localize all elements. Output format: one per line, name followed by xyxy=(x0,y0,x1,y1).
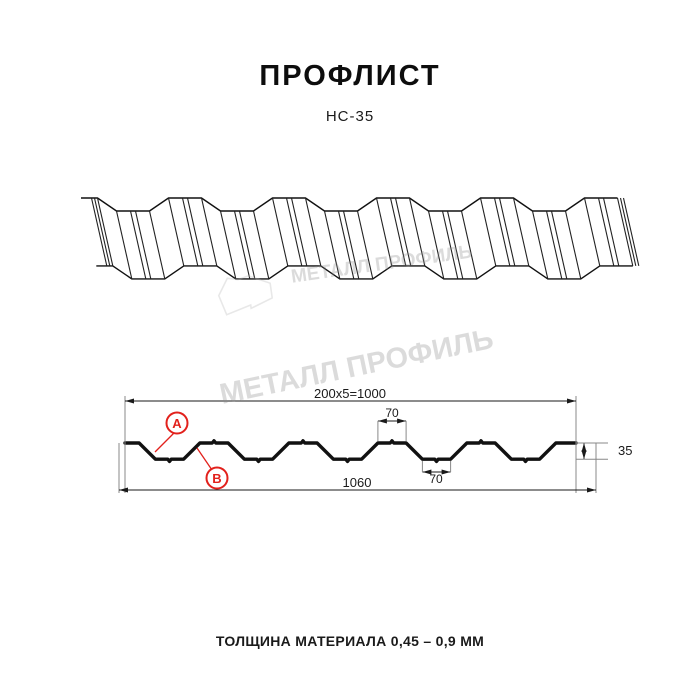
svg-text:МЕТАЛЛ ПРОФИЛЬ: МЕТАЛЛ ПРОФИЛЬ xyxy=(290,241,474,287)
svg-text:МЕТАЛЛ ПРОФИЛЬ: МЕТАЛЛ ПРОФИЛЬ xyxy=(217,323,496,411)
